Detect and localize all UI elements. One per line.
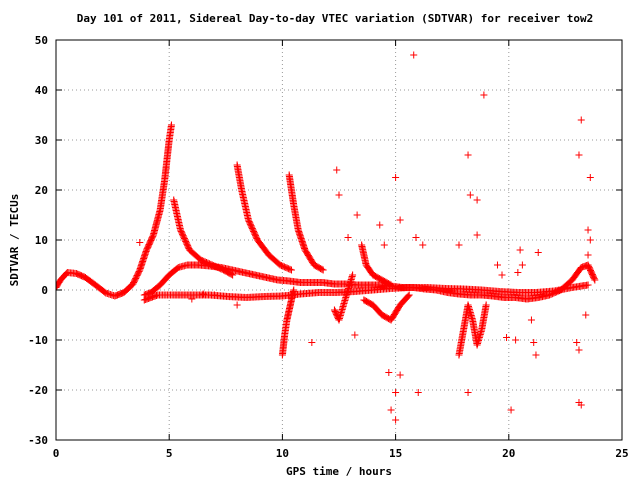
- data-point: [349, 271, 357, 279]
- x-tick-label: 10: [276, 447, 289, 460]
- outlier-point: [351, 331, 359, 339]
- data-point: [591, 276, 599, 284]
- x-tick-label: 0: [53, 447, 60, 460]
- outlier-point: [396, 371, 404, 379]
- y-tick-label: 40: [35, 84, 48, 97]
- outlier-point: [387, 406, 395, 414]
- x-tick-label: 5: [166, 447, 173, 460]
- outlier-point: [503, 334, 511, 341]
- data-point: [229, 271, 237, 279]
- outlier-point: [473, 231, 481, 239]
- outlier-point: [466, 191, 474, 199]
- outlier-point: [136, 239, 144, 246]
- outlier-point: [577, 116, 585, 124]
- chart-title: Day 101 of 2011, Sidereal Day-to-day VTE…: [77, 12, 594, 25]
- outlier-point: [527, 316, 535, 324]
- outlier-point: [507, 406, 515, 414]
- y-tick-label: -30: [28, 434, 48, 447]
- data-point: [227, 270, 235, 278]
- y-tick-label: 20: [35, 184, 48, 197]
- data-point: [387, 281, 395, 289]
- data-point: [286, 265, 294, 273]
- outlier-point: [385, 369, 393, 376]
- outlier-point: [410, 51, 418, 59]
- data-point: [584, 281, 592, 289]
- y-tick-label: -20: [28, 384, 48, 397]
- outlier-point: [333, 166, 341, 174]
- outlier-point: [344, 234, 352, 241]
- x-tick-label: 25: [615, 447, 628, 460]
- outlier-point: [414, 389, 422, 396]
- x-tick-label: 15: [389, 447, 402, 460]
- grid: [56, 40, 622, 440]
- y-axis-label: SDTVAR / TECUs: [8, 194, 21, 287]
- outlier-point: [582, 311, 590, 319]
- outlier-point: [575, 151, 583, 159]
- data-point: [56, 284, 60, 291]
- axes: 0 5 10 15 20 25 -30 -20 -10 0 10 20 30 40 50: [28, 34, 629, 460]
- outlier-point: [353, 211, 361, 219]
- y-tick-label: 0: [41, 284, 48, 297]
- outlier-point: [392, 416, 400, 424]
- data-point: [386, 280, 394, 288]
- y-tick-label: 10: [35, 234, 48, 247]
- outlier-point: [498, 271, 506, 279]
- outlier-point: [335, 191, 343, 199]
- outlier-point: [376, 221, 384, 229]
- data-point: [404, 292, 412, 300]
- data-point: [590, 275, 598, 283]
- x-tick-label: 20: [502, 447, 515, 460]
- data-point: [318, 265, 326, 273]
- outlier-point: [473, 196, 481, 204]
- outlier-point: [392, 389, 400, 396]
- data-point: [482, 301, 490, 309]
- outlier-point: [516, 246, 524, 254]
- outlier-point: [577, 401, 585, 409]
- outlier-point: [464, 389, 472, 396]
- outlier-point: [584, 226, 592, 234]
- outlier-point: [188, 295, 196, 303]
- y-tick-label: 30: [35, 134, 48, 147]
- y-tick-label: -10: [28, 334, 48, 347]
- outlier-point: [392, 174, 400, 181]
- outlier-point: [514, 269, 522, 276]
- x-axis-label: GPS time / hours: [286, 465, 392, 478]
- outlier-point: [308, 339, 316, 346]
- data-series: [56, 51, 599, 424]
- outlier-point: [199, 290, 207, 298]
- outlier-point: [380, 241, 388, 249]
- outlier-point: [464, 151, 472, 159]
- outlier-point: [210, 291, 218, 299]
- outlier-point: [575, 346, 583, 354]
- data-point: [167, 121, 175, 129]
- data-point: [290, 286, 298, 294]
- outlier-point: [480, 91, 488, 99]
- data-point: [405, 291, 413, 299]
- y-tick-label: 50: [35, 34, 48, 47]
- outlier-point: [412, 234, 420, 241]
- outlier-point: [233, 301, 241, 309]
- outlier-point: [584, 251, 592, 259]
- outlier-point: [455, 241, 463, 249]
- outlier-point: [518, 261, 526, 269]
- outlier-point: [530, 339, 538, 346]
- data-point: [319, 266, 327, 274]
- outlier-point: [573, 339, 581, 346]
- outlier-point: [512, 336, 520, 344]
- outlier-point: [532, 351, 540, 359]
- outlier-point: [419, 241, 427, 249]
- outlier-point: [586, 236, 594, 244]
- outlier-point: [396, 216, 404, 224]
- outlier-point: [586, 174, 594, 181]
- data-point: [287, 266, 295, 274]
- outlier-point: [534, 249, 542, 256]
- outlier-point: [493, 261, 501, 269]
